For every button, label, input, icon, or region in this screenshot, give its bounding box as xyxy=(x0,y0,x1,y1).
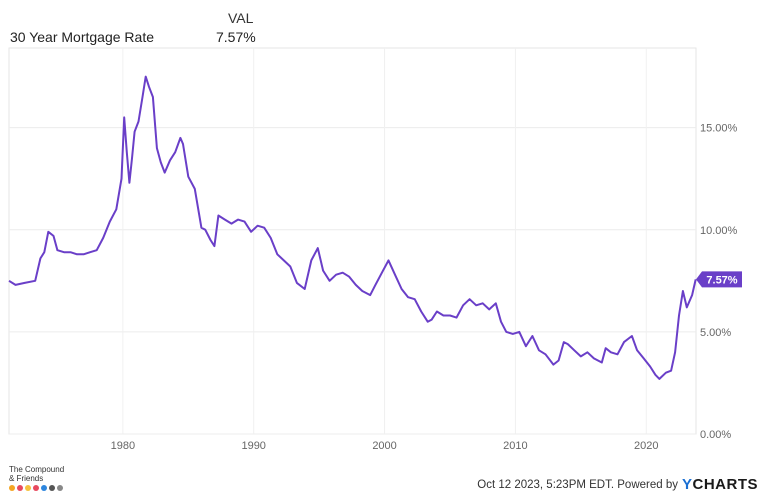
series-line[interactable] xyxy=(8,75,697,380)
ycharts-logo[interactable]: YCHARTS xyxy=(681,476,758,493)
last-value-badge-label: 7.57% xyxy=(706,274,737,286)
x-tick-label: 2020 xyxy=(634,440,658,452)
x-tick-label: 2010 xyxy=(503,440,527,452)
legend-series-value: 7.57% xyxy=(216,29,256,45)
last-value-badge-shape xyxy=(696,271,742,288)
footer-timestamp: Oct 12 2023, 5:23PM EDT. Powered by xyxy=(477,478,678,491)
legend-column-header: VAL xyxy=(228,10,254,26)
brand-dots xyxy=(9,485,64,491)
y-tick-label: 5.00% xyxy=(700,327,731,339)
y-tick-label: 0.00% xyxy=(700,429,731,441)
brand-logo: The Compound & Friends xyxy=(9,465,64,491)
y-tick-label: 10.00% xyxy=(700,225,738,237)
brand-line-1: The Compound xyxy=(9,465,65,474)
x-tick-label: 2000 xyxy=(372,440,396,452)
footer-attribution: Oct 12 2023, 5:23PM EDT. Powered by YCHA… xyxy=(477,476,758,493)
x-tick-label: 1990 xyxy=(241,440,265,452)
plot-area xyxy=(8,47,697,435)
last-value-badge: 7.57% xyxy=(696,271,742,288)
x-axis: 1980 1990 2000 2010 2020 xyxy=(111,440,659,452)
y-tick-label: 15.00% xyxy=(700,123,738,135)
brand-line-2: & Friends xyxy=(9,474,44,483)
x-tick-label: 1980 xyxy=(111,440,135,452)
y-axis: 0.00% 5.00% 10.00% 15.00% xyxy=(700,123,738,441)
